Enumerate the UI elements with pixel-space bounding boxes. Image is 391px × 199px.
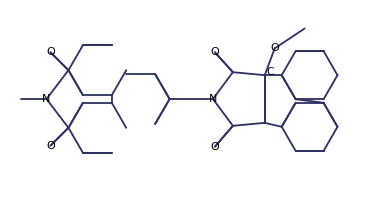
Text: O: O xyxy=(46,141,55,151)
Text: O: O xyxy=(211,142,219,152)
Text: O: O xyxy=(46,47,55,57)
Text: O: O xyxy=(211,47,219,57)
Text: N: N xyxy=(209,94,217,104)
Text: C: C xyxy=(266,67,273,77)
Text: N: N xyxy=(42,94,51,104)
Text: O: O xyxy=(270,43,279,53)
